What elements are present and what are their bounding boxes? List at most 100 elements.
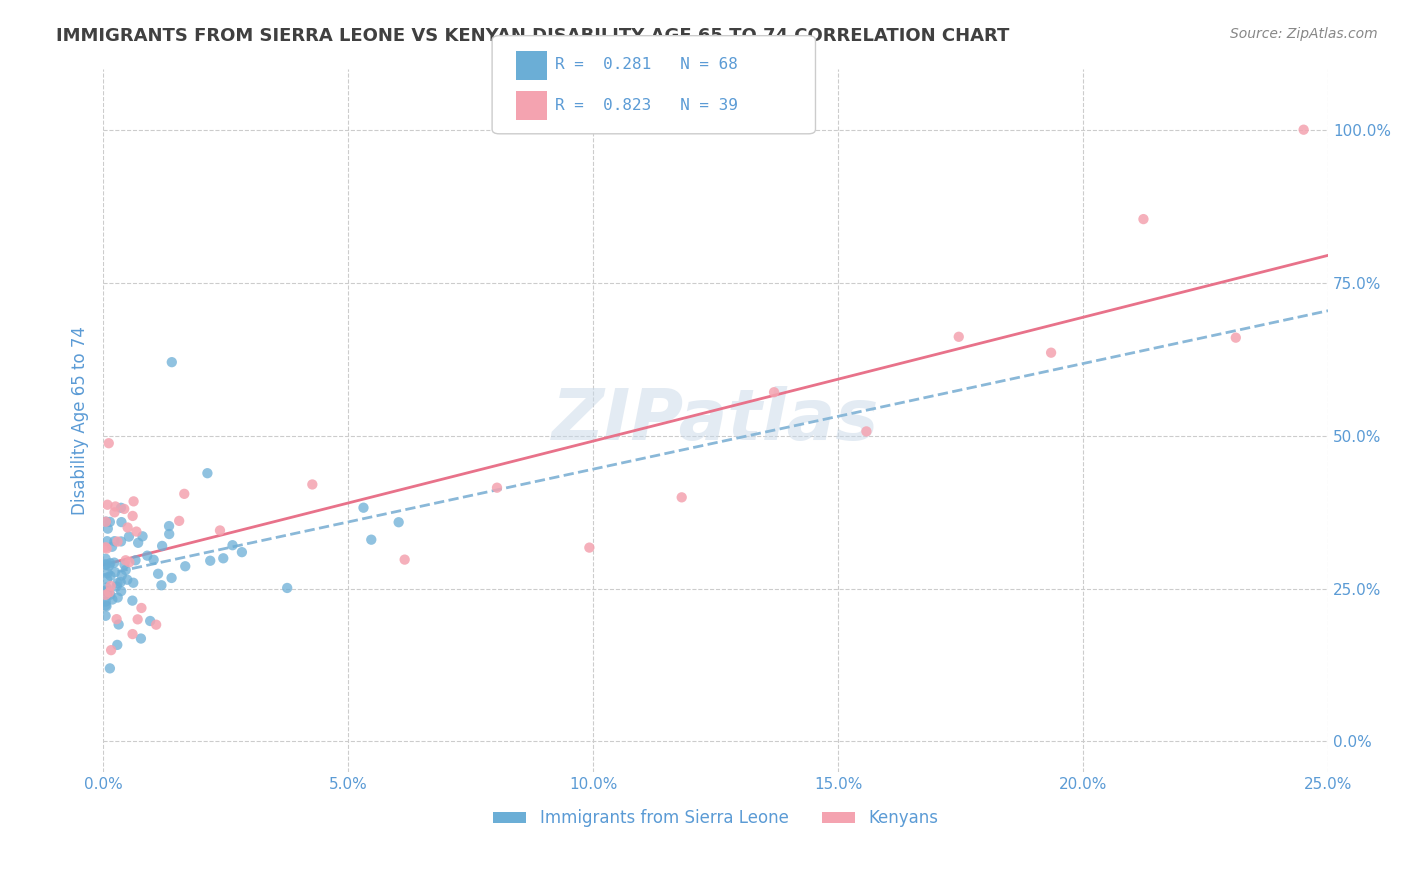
Point — [212, 551, 235, 566]
Point — [97, 522, 120, 536]
Point — [98, 558, 121, 573]
Point — [485, 481, 508, 495]
Point — [94, 540, 117, 554]
Point — [101, 592, 124, 607]
Point — [94, 608, 117, 623]
Point — [114, 553, 136, 567]
Point — [110, 575, 132, 590]
Point — [276, 581, 298, 595]
Point — [96, 572, 118, 586]
Point — [110, 515, 132, 529]
Point — [125, 524, 148, 539]
Point — [388, 515, 411, 529]
Point — [103, 556, 125, 570]
Point — [127, 612, 149, 626]
Point — [94, 594, 117, 608]
Point — [157, 519, 180, 533]
Text: IMMIGRANTS FROM SIERRA LEONE VS KENYAN DISABILITY AGE 65 TO 74 CORRELATION CHART: IMMIGRANTS FROM SIERRA LEONE VS KENYAN D… — [56, 27, 1010, 45]
Point — [150, 539, 173, 553]
Point — [160, 571, 183, 585]
Text: ZIPatlas: ZIPatlas — [553, 385, 879, 455]
Point — [112, 502, 135, 516]
Point — [763, 385, 786, 400]
Point — [160, 355, 183, 369]
Point — [353, 500, 375, 515]
Point — [101, 540, 124, 554]
Point — [94, 583, 117, 598]
Point — [98, 515, 121, 529]
Point — [131, 601, 153, 615]
Point — [145, 617, 167, 632]
Point — [301, 477, 323, 491]
Point — [105, 612, 128, 626]
Point — [100, 569, 122, 583]
Point — [173, 487, 195, 501]
Point — [107, 617, 129, 632]
Point — [110, 584, 132, 599]
Point — [107, 534, 129, 549]
Point — [98, 585, 121, 599]
Point — [142, 553, 165, 567]
Point — [136, 549, 159, 563]
Point — [94, 515, 117, 529]
Point — [121, 593, 143, 607]
Point — [94, 515, 117, 529]
Point — [94, 599, 117, 613]
Point — [157, 527, 180, 541]
Point — [103, 534, 125, 549]
Point — [96, 498, 118, 512]
Point — [146, 566, 169, 581]
Point — [96, 534, 118, 549]
Point — [110, 534, 132, 549]
Point — [94, 588, 117, 602]
Point — [104, 500, 127, 514]
Point — [96, 599, 118, 614]
Point — [1132, 212, 1154, 227]
Point — [221, 538, 243, 552]
Text: R =  0.823   N = 39: R = 0.823 N = 39 — [555, 98, 738, 112]
Point — [150, 578, 173, 592]
Point — [124, 553, 146, 567]
Point — [197, 466, 219, 480]
Point — [121, 508, 143, 523]
Point — [578, 541, 600, 555]
Point — [96, 566, 118, 581]
Point — [118, 555, 141, 569]
Point — [129, 632, 152, 646]
Point — [208, 524, 231, 538]
Point — [110, 500, 132, 515]
Legend: Immigrants from Sierra Leone, Kenyans: Immigrants from Sierra Leone, Kenyans — [486, 803, 945, 834]
Point — [96, 581, 118, 595]
Point — [117, 573, 139, 587]
Text: R =  0.281   N = 68: R = 0.281 N = 68 — [555, 57, 738, 71]
Point — [114, 563, 136, 577]
Point — [105, 638, 128, 652]
Point — [98, 588, 121, 602]
Point — [103, 505, 125, 519]
Point — [112, 558, 135, 572]
Point — [94, 551, 117, 566]
Point — [100, 643, 122, 657]
Point — [105, 580, 128, 594]
Point — [948, 330, 970, 344]
Point — [118, 530, 141, 544]
Point — [1040, 345, 1063, 359]
Point — [855, 425, 877, 439]
Point — [360, 533, 382, 547]
Point — [94, 558, 117, 573]
Point — [1292, 122, 1315, 136]
Point — [107, 576, 129, 591]
Point — [100, 579, 122, 593]
Point — [94, 558, 117, 572]
Point — [167, 514, 190, 528]
Point — [98, 556, 121, 570]
Point — [122, 575, 145, 590]
Point — [200, 554, 222, 568]
Point — [1225, 331, 1247, 345]
Point — [174, 559, 197, 574]
Point — [96, 588, 118, 602]
Point — [96, 584, 118, 599]
Point — [98, 661, 121, 675]
Point — [671, 491, 693, 505]
Point — [107, 591, 129, 605]
